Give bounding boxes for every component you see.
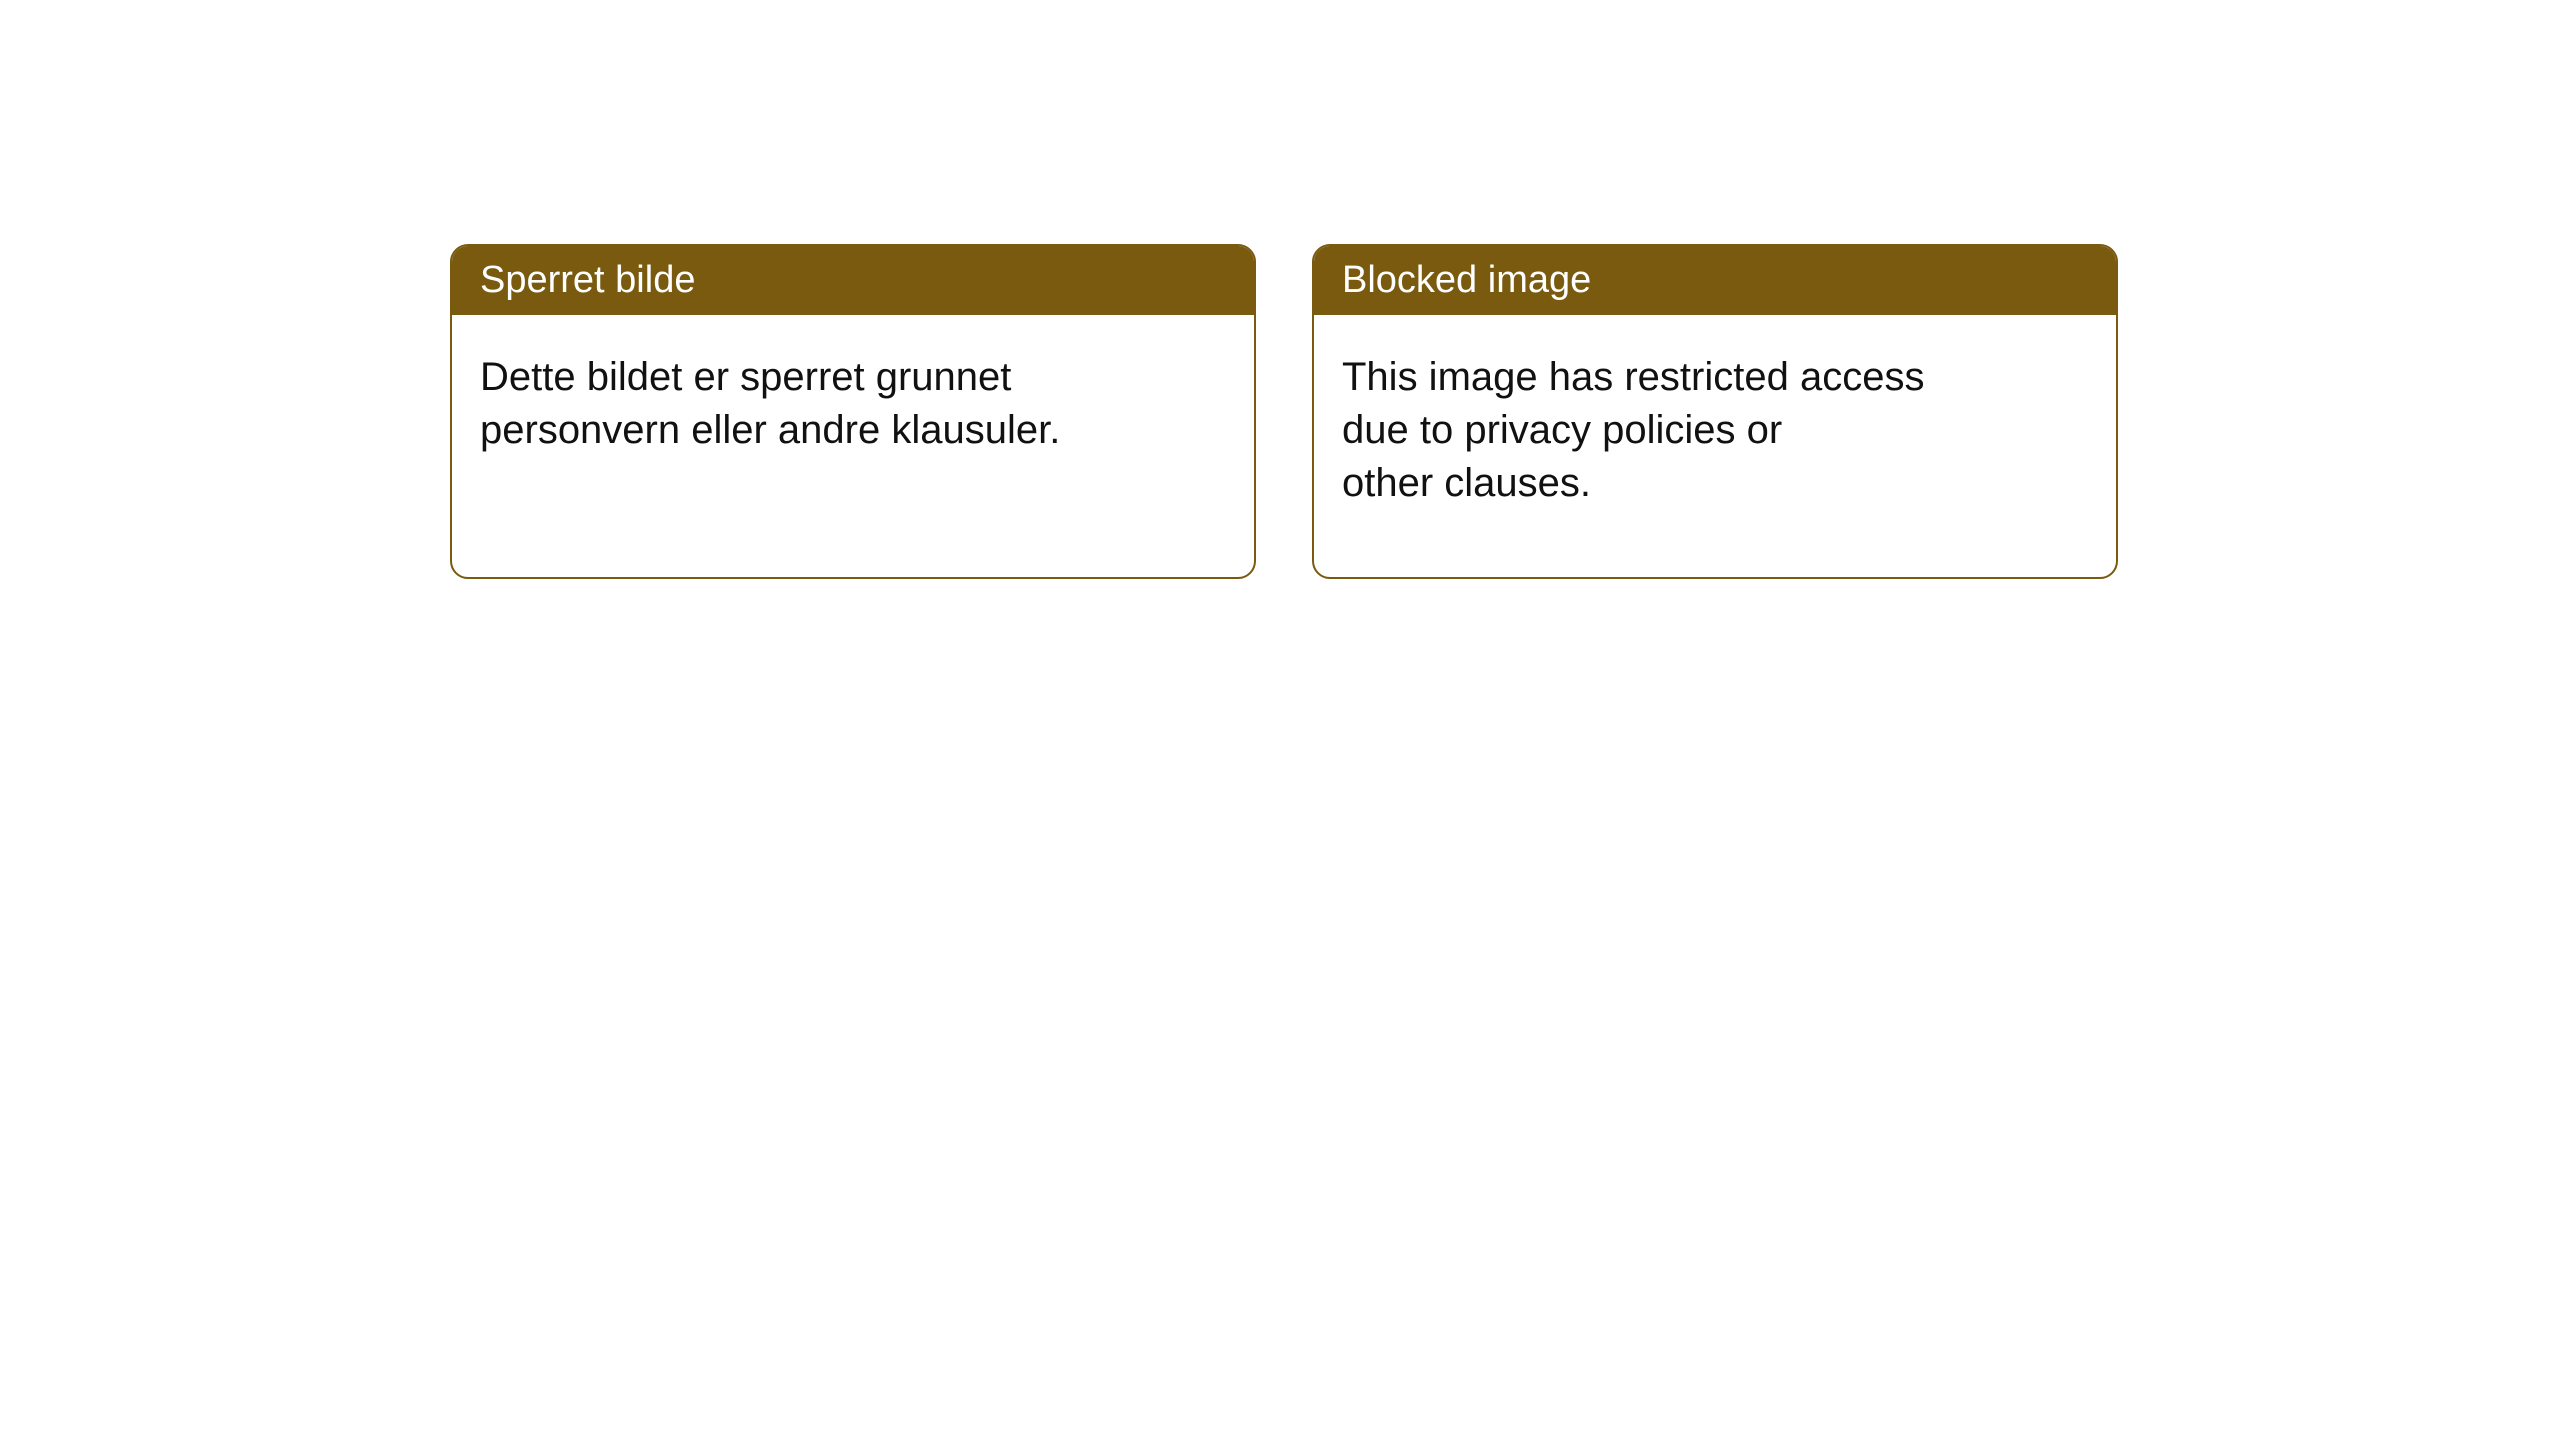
notice-card-title: Blocked image — [1314, 246, 2116, 315]
notice-card-english: Blocked image This image has restricted … — [1312, 244, 2118, 579]
notice-container: Sperret bilde Dette bildet er sperret gr… — [450, 244, 2118, 579]
notice-card-title: Sperret bilde — [452, 246, 1254, 315]
notice-card-body: Dette bildet er sperret grunnet personve… — [452, 315, 1132, 493]
notice-card-norwegian: Sperret bilde Dette bildet er sperret gr… — [450, 244, 1256, 579]
notice-card-body: This image has restricted access due to … — [1314, 315, 1994, 545]
